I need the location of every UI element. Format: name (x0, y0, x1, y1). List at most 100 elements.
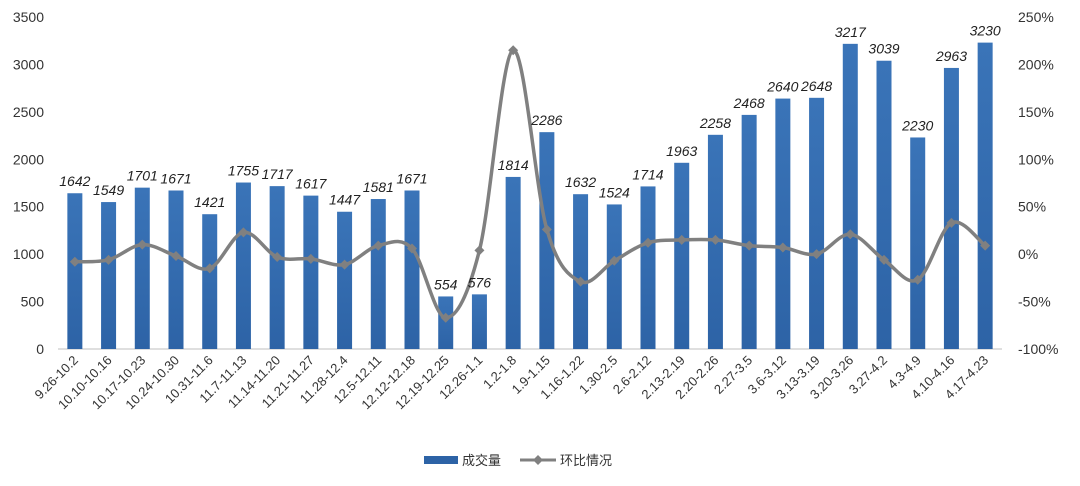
bar-data-label: 1421 (194, 194, 225, 210)
bar (337, 211, 353, 349)
bar-data-label: 1581 (363, 179, 394, 195)
bar-data-label: 1671 (160, 170, 191, 186)
y-right-tick-label: -100% (1018, 341, 1058, 357)
line-point (710, 234, 721, 245)
line-point (845, 229, 856, 240)
bar (606, 204, 622, 349)
bar-data-label: 2258 (699, 115, 731, 131)
bar (977, 42, 993, 350)
y-left-tick-label: 1500 (13, 199, 44, 215)
legend-label-line: 环比情况 (560, 454, 612, 469)
line-point (339, 259, 350, 270)
bar (202, 214, 218, 349)
bar-data-label: 3217 (835, 24, 867, 40)
bar-data-label: 554 (434, 276, 458, 292)
bar (674, 162, 690, 349)
y-left-tick-label: 0 (36, 341, 44, 357)
y-right-tick-label: 50% (1018, 199, 1046, 215)
bar (842, 43, 858, 349)
bar-data-label: 2468 (733, 95, 765, 111)
line-point (204, 263, 215, 274)
line-point (103, 254, 114, 265)
line-point (238, 227, 249, 238)
line-point (777, 242, 788, 253)
bar (809, 97, 825, 349)
y-left-tick-label: 500 (21, 294, 45, 310)
line-series (69, 45, 991, 323)
y-right-tick-label: 200% (1018, 56, 1054, 72)
y-right-tick-label: 100% (1018, 151, 1054, 167)
bar-data-label: 576 (468, 274, 492, 290)
line-point (272, 251, 283, 262)
y-left-tick-label: 2500 (13, 104, 44, 120)
y-right-tick-label: 0% (1018, 246, 1038, 262)
line-point (440, 312, 451, 323)
line-point (171, 251, 181, 262)
y-right-tick-label: -50% (1018, 294, 1051, 310)
line-point (946, 217, 957, 228)
line-point (676, 234, 687, 245)
bar-data-label: 2963 (935, 48, 967, 64)
bar (67, 193, 83, 349)
line-point (407, 243, 417, 254)
bar-data-label: 1671 (396, 170, 427, 186)
line-point (541, 224, 552, 235)
bar (775, 98, 791, 349)
y-left-tick-label: 3000 (13, 56, 44, 72)
bar (370, 199, 386, 349)
legend: 成交量 环比情况 (424, 453, 612, 469)
line-point (744, 240, 755, 251)
line-point (575, 276, 586, 287)
line-point (69, 256, 80, 267)
bar-data-label: 1549 (93, 182, 124, 198)
bar-data-label: 2230 (901, 117, 933, 133)
bar (471, 294, 487, 349)
bar (168, 190, 184, 349)
bar-data-label: 3039 (868, 41, 899, 57)
bar (741, 114, 757, 349)
y-right-tick-label: 250% (1018, 9, 1054, 25)
bar-data-label: 1447 (329, 192, 361, 208)
bar-data-label: 1617 (295, 176, 327, 192)
bar-data-label: 1755 (228, 163, 259, 179)
line-point (912, 274, 923, 285)
line-point (474, 245, 485, 256)
legend-label-bar: 成交量 (462, 453, 501, 469)
line-point (643, 237, 653, 248)
y-left-tick-label: 3500 (13, 9, 44, 25)
y-right-tick-label: 150% (1018, 104, 1054, 120)
bar (640, 186, 656, 349)
line-point (508, 45, 519, 56)
bar-data-label: 1814 (498, 157, 529, 173)
bar (303, 195, 319, 349)
line-point (137, 239, 148, 250)
y-left-tick-label: 1000 (13, 246, 44, 262)
bar (876, 60, 892, 350)
legend-swatch-bar (424, 456, 458, 464)
bar (404, 190, 420, 349)
line-point (305, 253, 316, 264)
bar (539, 132, 555, 349)
bar (505, 176, 521, 349)
line-point (811, 249, 822, 260)
bar-data-label: 1642 (59, 173, 90, 189)
bar-data-label: 1717 (262, 166, 294, 182)
bar-data-label: 1963 (666, 143, 697, 159)
line-point (373, 240, 384, 251)
bar-data-label: 1632 (565, 174, 596, 190)
bar (235, 182, 251, 349)
bar (573, 194, 589, 349)
bar (269, 186, 285, 349)
bar-data-label: 3230 (970, 23, 1001, 39)
line-point (879, 254, 889, 265)
bar-data-label: 1701 (127, 168, 158, 184)
bar (943, 67, 959, 349)
bar (134, 187, 150, 349)
bar (438, 296, 454, 349)
legend-marker-line (533, 455, 543, 465)
bar-data-label: 1524 (599, 184, 630, 200)
bar-data-label: 1714 (632, 166, 663, 182)
